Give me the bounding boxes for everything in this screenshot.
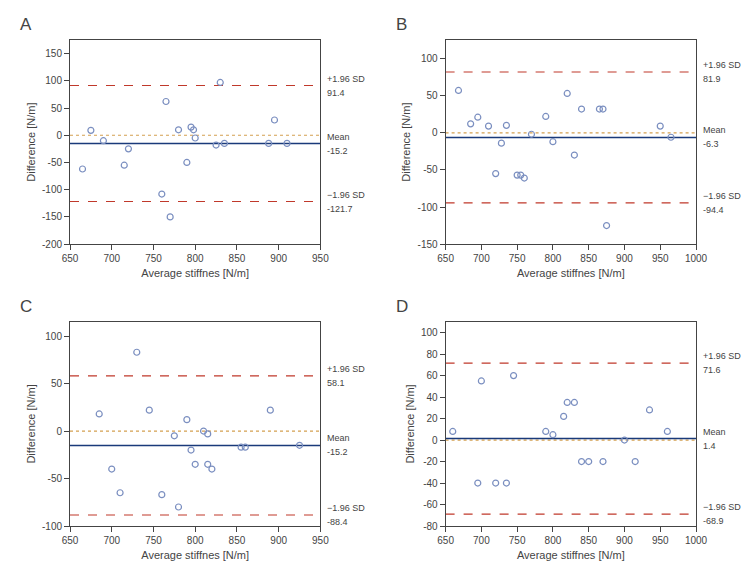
svg-text:-88.4: -88.4 [327, 517, 348, 527]
svg-text:+1.96 SD: +1.96 SD [327, 364, 365, 374]
svg-text:100: 100 [45, 75, 62, 86]
svg-text:-20: -20 [423, 456, 438, 467]
svg-text:50: 50 [51, 378, 63, 389]
svg-text:50: 50 [426, 90, 438, 101]
svg-text:750: 750 [509, 535, 526, 546]
svg-text:Mean: Mean [703, 125, 726, 135]
svg-text:100: 100 [421, 327, 438, 338]
svg-text:50: 50 [51, 103, 63, 114]
svg-text:100: 100 [421, 53, 438, 64]
svg-text:-100: -100 [418, 202, 438, 213]
svg-text:-150: -150 [418, 239, 438, 250]
svg-text:750: 750 [145, 253, 162, 264]
svg-text:800: 800 [187, 253, 204, 264]
svg-text:A: A [20, 15, 32, 34]
svg-text:20: 20 [426, 413, 438, 424]
svg-text:-50: -50 [48, 473, 63, 484]
svg-text:900: 900 [270, 535, 287, 546]
svg-text:0: 0 [432, 127, 438, 138]
svg-text:Difference [N/m]: Difference [N/m] [400, 102, 412, 181]
svg-text:650: 650 [437, 253, 454, 264]
svg-text:C: C [20, 297, 32, 316]
svg-text:-68.9: -68.9 [703, 516, 724, 526]
svg-text:Mean: Mean [327, 433, 350, 443]
svg-text:950: 950 [652, 253, 669, 264]
svg-text:Average stiffnes [N/m]: Average stiffnes [N/m] [141, 549, 249, 561]
svg-text:−1.96 SD: −1.96 SD [327, 190, 365, 200]
svg-text:850: 850 [580, 253, 597, 264]
svg-text:900: 900 [270, 253, 287, 264]
svg-text:700: 700 [473, 535, 490, 546]
svg-text:0: 0 [432, 435, 438, 446]
svg-text:Difference [N/m]: Difference [N/m] [25, 384, 37, 463]
svg-text:−1.96 SD: −1.96 SD [327, 503, 365, 513]
svg-text:900: 900 [616, 253, 633, 264]
svg-text:750: 750 [509, 253, 526, 264]
svg-text:650: 650 [62, 535, 79, 546]
svg-text:Difference [N/m]: Difference [N/m] [404, 384, 416, 463]
svg-text:71.6: 71.6 [703, 365, 721, 375]
svg-text:Mean: Mean [327, 132, 350, 142]
svg-text:-121.7: -121.7 [327, 204, 353, 214]
svg-text:950: 950 [652, 535, 669, 546]
svg-text:+1.96 SD: +1.96 SD [327, 74, 365, 84]
svg-text:1.4: 1.4 [703, 441, 716, 451]
svg-text:Difference [N/m]: Difference [N/m] [25, 102, 37, 181]
svg-text:Mean: Mean [703, 427, 726, 437]
svg-text:-6.3: -6.3 [703, 139, 719, 149]
svg-text:−1.96 SD: −1.96 SD [703, 502, 741, 512]
svg-text:-100: -100 [42, 521, 62, 532]
svg-text:B: B [396, 15, 407, 34]
svg-text:+1.96 SD: +1.96 SD [703, 60, 741, 70]
svg-text:850: 850 [229, 535, 246, 546]
svg-text:-94.4: -94.4 [703, 205, 724, 215]
svg-text:80: 80 [426, 349, 438, 360]
svg-text:-60: -60 [423, 499, 438, 510]
svg-text:-50: -50 [48, 157, 63, 168]
svg-text:D: D [396, 297, 408, 316]
svg-text:650: 650 [437, 535, 454, 546]
svg-text:650: 650 [62, 253, 79, 264]
svg-text:-15.2: -15.2 [327, 146, 348, 156]
svg-text:0: 0 [56, 426, 62, 437]
svg-text:950: 950 [312, 253, 329, 264]
svg-text:950: 950 [312, 535, 329, 546]
svg-text:850: 850 [229, 253, 246, 264]
svg-text:700: 700 [103, 253, 120, 264]
svg-text:900: 900 [616, 535, 633, 546]
svg-text:40: 40 [426, 392, 438, 403]
svg-text:60: 60 [426, 370, 438, 381]
svg-text:-15.2: -15.2 [327, 447, 348, 457]
svg-text:58.1: 58.1 [327, 378, 345, 388]
svg-text:-40: -40 [423, 478, 438, 489]
svg-text:−1.96 SD: −1.96 SD [703, 191, 741, 201]
svg-text:-150: -150 [42, 211, 62, 222]
svg-text:100: 100 [45, 331, 62, 342]
svg-text:800: 800 [187, 535, 204, 546]
svg-text:-200: -200 [42, 239, 62, 250]
svg-text:-80: -80 [423, 521, 438, 532]
svg-text:700: 700 [103, 535, 120, 546]
svg-text:1000: 1000 [685, 253, 708, 264]
svg-text:+1.96 SD: +1.96 SD [703, 351, 741, 361]
svg-text:91.4: 91.4 [327, 88, 345, 98]
svg-text:850: 850 [580, 535, 597, 546]
svg-text:81.9: 81.9 [703, 74, 721, 84]
svg-text:150: 150 [45, 48, 62, 59]
svg-text:1000: 1000 [685, 535, 708, 546]
svg-text:Average stiffnes [N/m]: Average stiffnes [N/m] [141, 267, 249, 279]
svg-text:-50: -50 [423, 164, 438, 175]
svg-text:-100: -100 [42, 184, 62, 195]
svg-text:Average stiffnes [N/m]: Average stiffnes [N/m] [517, 549, 625, 561]
svg-text:0: 0 [56, 130, 62, 141]
svg-text:750: 750 [145, 535, 162, 546]
svg-text:Average stiffnes [N/m]: Average stiffnes [N/m] [517, 267, 625, 279]
svg-text:800: 800 [545, 535, 562, 546]
svg-text:800: 800 [545, 253, 562, 264]
svg-text:700: 700 [473, 253, 490, 264]
